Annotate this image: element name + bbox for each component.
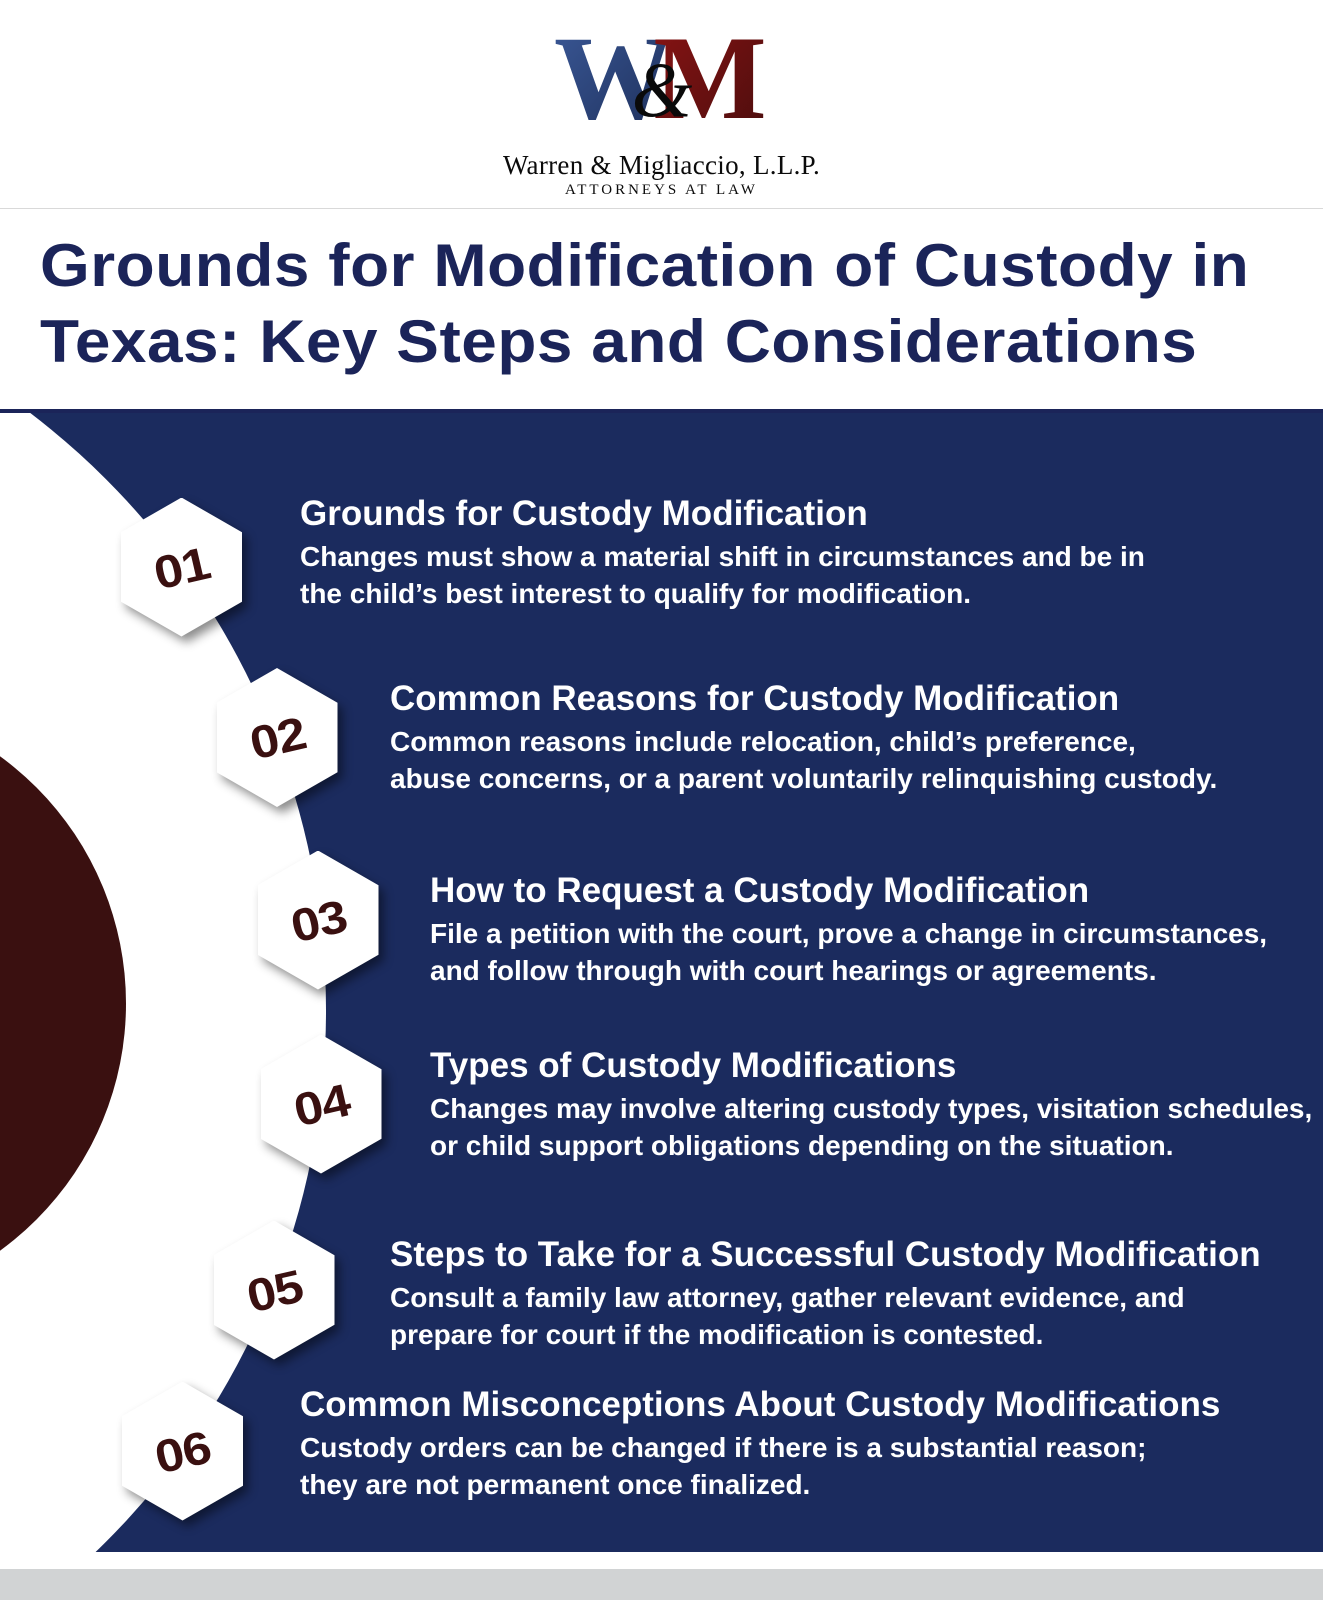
svg-text:&: &	[631, 46, 692, 133]
